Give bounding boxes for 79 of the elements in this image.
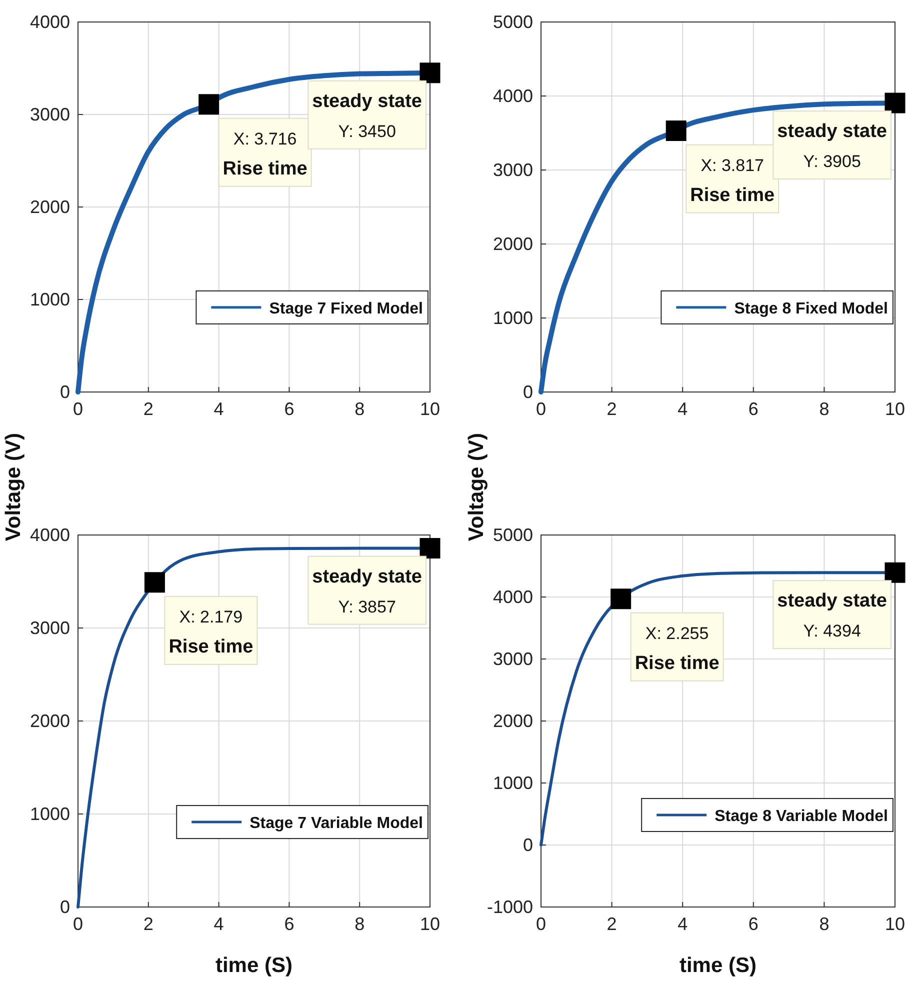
annotation: steady state	[312, 90, 422, 112]
y-tick-label: 5000	[492, 524, 533, 545]
x-tick-label: 2	[143, 398, 154, 419]
x-axis-title: time (S)	[215, 954, 293, 977]
legend-label: Stage 7 Fixed Model	[269, 300, 423, 318]
x-tick-label: 8	[354, 914, 365, 934]
y-tick-label: 4000	[492, 86, 533, 106]
datatip-box: X: 3.817 Rise time	[686, 144, 780, 214]
x-tick-label: 6	[748, 914, 758, 934]
annotation: X: 3.716	[233, 129, 297, 148]
x-tick-label: 6	[284, 398, 294, 419]
y-tick-label: 0	[522, 834, 533, 855]
y-tick-label: 3000	[492, 648, 533, 669]
y-tick-label: 2000	[492, 710, 533, 731]
annotation: steady state	[777, 121, 887, 142]
annotation: Rise time	[634, 652, 720, 674]
x-tick-label: 6	[748, 398, 758, 419]
y-tick-label: 0	[60, 896, 70, 917]
y-tick-label: 4000	[30, 12, 70, 32]
legend-label: Stage 8 Fixed Model	[734, 300, 888, 318]
datatip-box: steady state Y: 3857	[308, 556, 426, 625]
x-tick-label: 0	[536, 914, 546, 934]
annotation: steady state	[777, 590, 887, 612]
x-tick-label: 2	[606, 398, 617, 419]
y-tick-label: -1000	[486, 896, 533, 917]
y-tick-label: 0	[522, 382, 533, 402]
y-tick-label: 4000	[30, 524, 70, 545]
y-tick-label: 3000	[30, 104, 70, 124]
datatip-box: steady state Y: 3450	[308, 80, 426, 150]
x-tick-label: 8	[819, 398, 830, 419]
x-tick-label: 4	[214, 398, 224, 419]
y-tick-label: 0	[60, 382, 70, 402]
x-tick-label: 6	[284, 914, 294, 934]
annotation: Rise time	[168, 636, 254, 658]
datatip-box: steady state Y: 4394	[772, 580, 892, 650]
annotation: X: 3.817	[700, 156, 764, 175]
annotation: X: 2.179	[179, 607, 243, 626]
x-tick-label: 8	[354, 398, 365, 419]
y-axis-title: Voltage (V)	[465, 432, 488, 542]
x-tick-label: 0	[72, 398, 84, 419]
y-axis-title: Voltage (V)	[2, 432, 25, 542]
annotation: Rise time	[222, 158, 308, 180]
y-tick-label: 1000	[492, 772, 533, 793]
x-tick-label: 4	[678, 398, 688, 419]
y-tick-label: 1000	[30, 804, 70, 824]
y-tick-label: 3000	[30, 618, 70, 638]
annotation: Y: 3450	[338, 122, 396, 141]
y-tick-label: 1000	[30, 289, 70, 310]
annotation: Y: 4394	[803, 622, 861, 641]
y-tick-label: 4000	[492, 586, 533, 607]
annotation: X: 2.255	[645, 624, 709, 643]
datatip-box: X: 2.255 Rise time	[630, 612, 724, 682]
datatip-box: X: 2.179 Rise time	[164, 596, 258, 665]
x-tick-label: 10	[420, 914, 440, 934]
x-tick-label: 0	[72, 914, 84, 934]
legend-label: Stage 7 Variable Model	[250, 815, 423, 832]
legend-label: Stage 8 Variable Model	[714, 808, 888, 825]
annotation: Y: 3905	[803, 152, 861, 172]
x-tick-label: 4	[214, 914, 224, 934]
x-tick-label: 8	[819, 914, 830, 934]
annotation: Rise time	[690, 184, 775, 206]
y-tick-label: 5000	[492, 12, 533, 32]
x-tick-label: 0	[536, 398, 546, 419]
y-tick-label: 2000	[492, 234, 533, 254]
x-tick-label: 2	[606, 914, 617, 934]
y-tick-label: 1000	[492, 308, 533, 328]
x-tick-label: 10	[884, 398, 906, 419]
x-tick-label: 4	[678, 914, 688, 934]
y-tick-label: 2000	[30, 196, 70, 217]
y-tick-label: 2000	[30, 710, 70, 731]
x-tick-label: 2	[143, 914, 154, 934]
datatip-box: steady state Y: 3905	[772, 110, 892, 180]
datatip-box: X: 3.716 Rise time	[218, 118, 312, 187]
y-tick-label: 3000	[492, 160, 533, 180]
x-tick-label: 10	[884, 914, 906, 934]
x-tick-label: 10	[420, 398, 440, 419]
x-axis-title: time (S)	[679, 954, 757, 977]
annotation: Y: 3857	[338, 597, 396, 616]
annotation: steady state	[312, 566, 422, 588]
